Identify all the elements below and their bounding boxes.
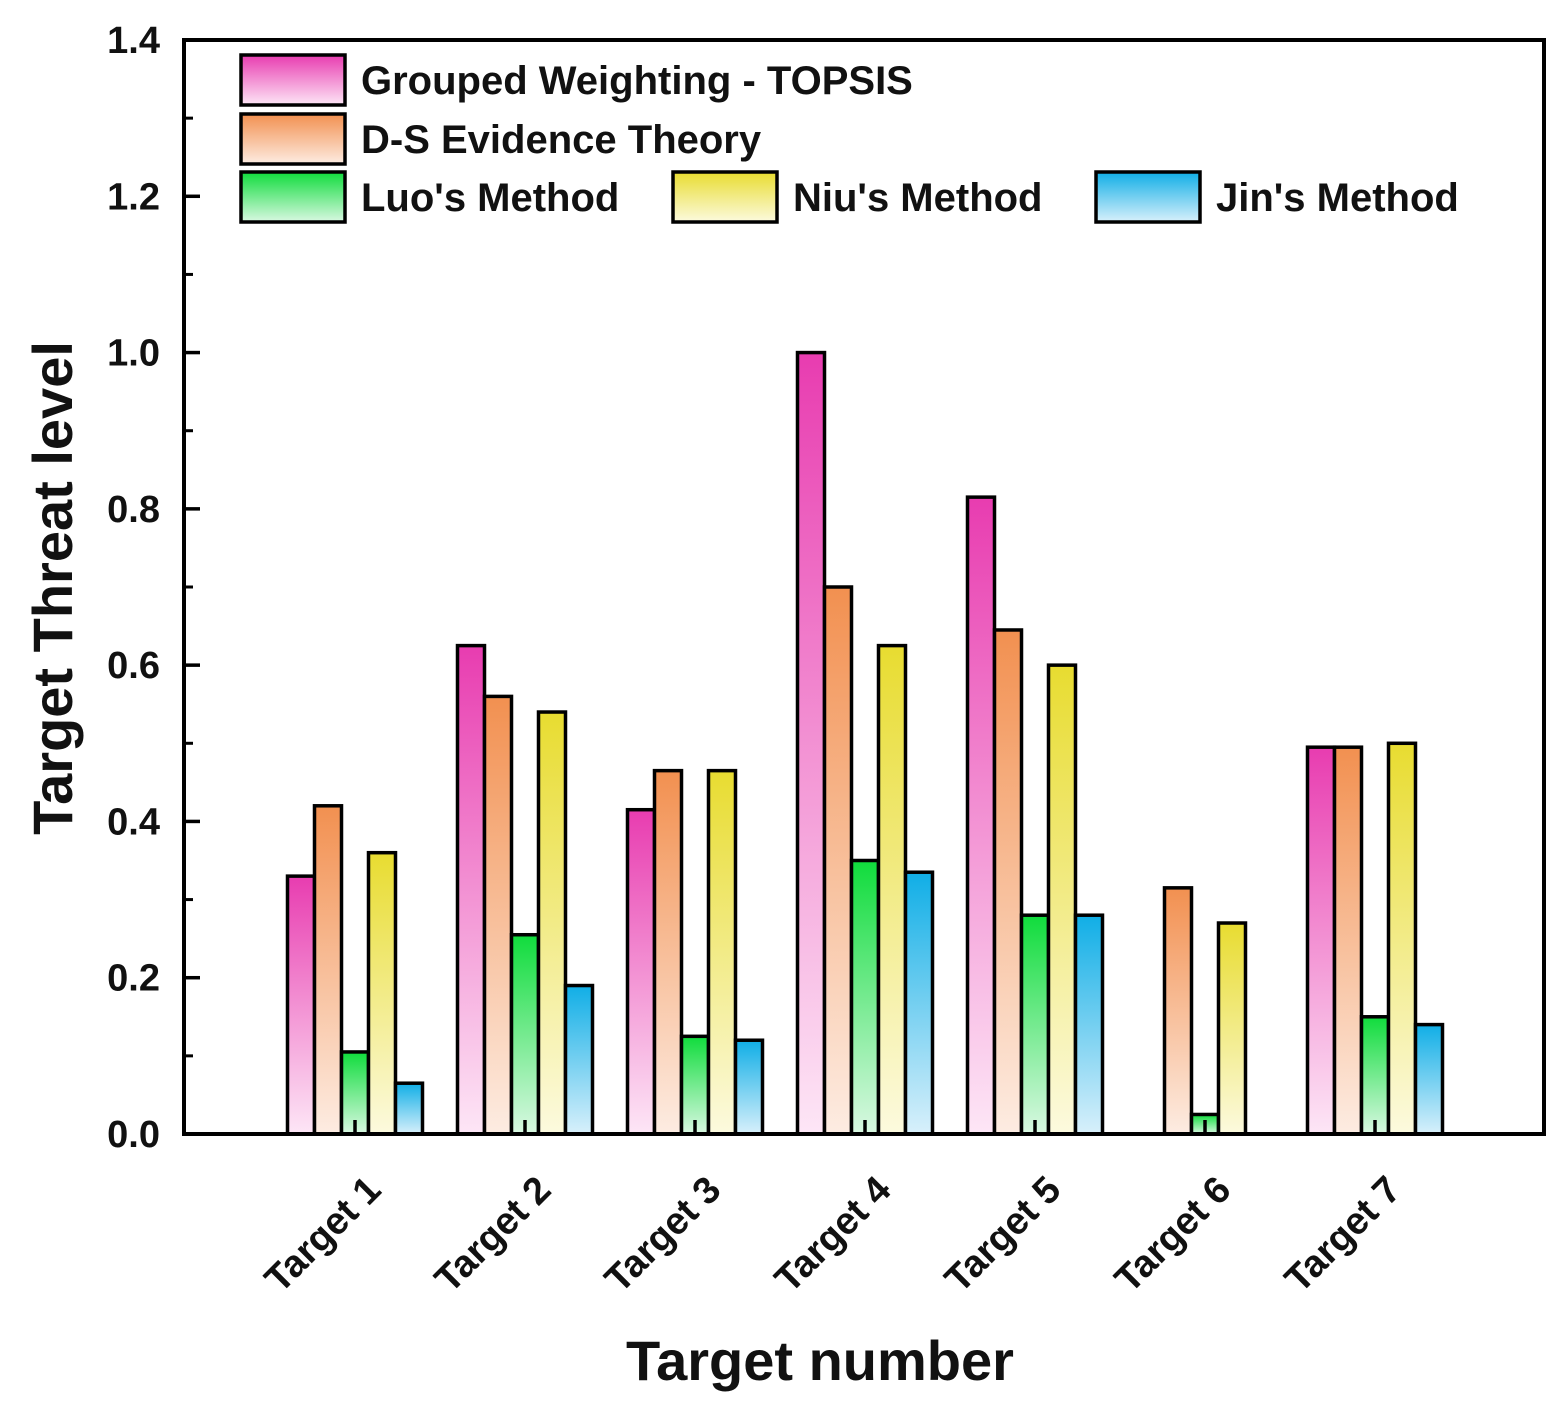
bar [1046,663,1078,1136]
legend-label: Niu's Method [793,176,1043,220]
bar [563,983,595,1136]
bar [1216,921,1248,1136]
legend-swatch [1094,170,1202,224]
bar [1162,886,1194,1136]
bar [1305,745,1337,1136]
bars-layer [285,350,1445,1136]
bar [849,858,881,1136]
legend-item: Niu's Method [671,170,1043,224]
bar [733,1038,765,1136]
y-tick-label: 0.4 [107,801,160,843]
legend-label: Grouped Weighting - TOPSIS [361,59,913,103]
bar-group [1305,741,1445,1136]
y-tick-label: 0.6 [107,645,160,687]
legend-swatch [239,170,347,224]
x-tick-label: Target 6 [1107,1169,1239,1301]
x-tick-label: Target 7 [1277,1169,1409,1301]
legend-label: Jin's Method [1216,176,1459,220]
bar [652,768,684,1136]
bar-group [965,495,1105,1136]
legend-item: Jin's Method [1094,170,1459,224]
bar [1332,745,1364,1136]
y-tick-label: 0.2 [107,958,160,1000]
bar [1073,913,1105,1136]
bar-group [795,350,935,1136]
y-tick-label: 0.0 [107,1114,160,1156]
legend-swatch [239,53,347,107]
x-tick-label: Target 2 [427,1169,559,1301]
bar [1019,913,1051,1136]
bar [876,643,908,1136]
legend-label: D-S Evidence Theory [361,118,762,162]
bar [1386,741,1418,1136]
legend-swatch [239,112,347,166]
bar [312,804,344,1136]
bar-group [455,643,595,1136]
bar-group [625,768,765,1136]
bar [366,850,398,1136]
y-tick-label: 0.8 [107,489,160,531]
bar [482,694,514,1136]
bar [992,628,1024,1136]
y-axis: 0.0 0.2 0.4 0.6 0.8 1.0 1.2 1.4 [107,20,200,1156]
x-tick-label: Target 1 [257,1169,389,1301]
bar [706,768,738,1136]
x-tick-label: Target 5 [937,1169,1069,1301]
bar [393,1081,425,1136]
bar [1413,1022,1445,1136]
legend-item: D-S Evidence Theory [239,112,762,166]
bar [509,932,541,1136]
bar [1359,1015,1391,1136]
bar [795,350,827,1136]
legend-swatch [671,170,779,224]
y-tick-label: 1.2 [107,176,160,218]
bar-group [285,804,425,1136]
legend: Grouped Weighting - TOPSIS D-S Evidence T… [239,53,1459,224]
bar [455,643,487,1136]
x-axis-title: Target number [626,1329,1014,1392]
bar [965,495,997,1136]
legend-item: Luo's Method [239,170,619,224]
bar [679,1034,711,1136]
bar [822,585,854,1136]
x-tick-label: Target 4 [767,1169,899,1301]
x-axis: Target 1 Target 2 Target 3 Target 4 Target 5… [257,1120,1409,1301]
y-tick-label: 1.4 [107,20,160,62]
bar [625,807,657,1136]
bar [285,874,317,1136]
y-tick-label: 1.0 [107,333,160,375]
legend-item: Grouped Weighting - TOPSIS [239,53,913,107]
bar [536,710,568,1136]
legend-label: Luo's Method [361,176,619,220]
bar-group [1162,886,1248,1136]
x-tick-label: Target 3 [597,1169,729,1301]
y-axis-title: Target Threat level [21,341,84,835]
bar [903,870,935,1136]
